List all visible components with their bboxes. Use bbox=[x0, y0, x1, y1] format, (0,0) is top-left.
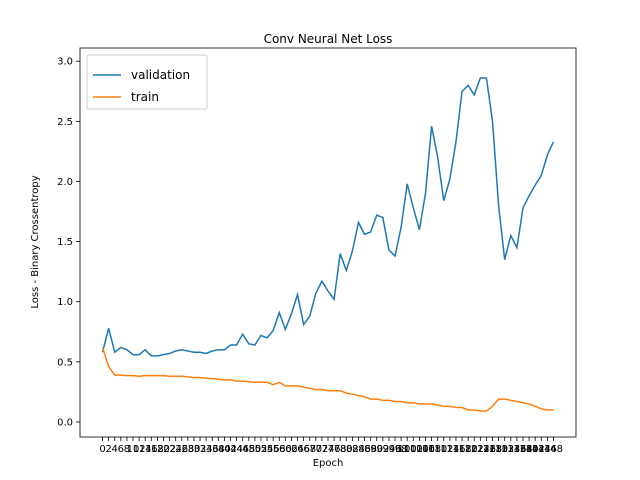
x-tick-label: 104 bbox=[410, 444, 429, 455]
x-tick-label: 116 bbox=[446, 444, 465, 455]
x-tick-label: 100 bbox=[398, 444, 417, 455]
x-tick-label: 64 bbox=[291, 444, 304, 455]
x-tick-label: 80 bbox=[340, 444, 353, 455]
x-tick-label: 92 bbox=[376, 444, 389, 455]
x-tick-label: 140 bbox=[520, 444, 539, 455]
x-tick-label: 0 bbox=[99, 444, 105, 455]
y-tick-label: 3.0 bbox=[57, 57, 73, 68]
line-series bbox=[101, 347, 554, 412]
x-tick-label: 148 bbox=[544, 444, 563, 455]
x-tick-label: 82 bbox=[346, 444, 359, 455]
x-tick-label: 22 bbox=[163, 444, 176, 455]
x-tick-label: 102 bbox=[404, 444, 423, 455]
y-tick-label: 0.5 bbox=[57, 357, 73, 368]
x-tick-label: 126 bbox=[477, 444, 496, 455]
x-tick-label: 144 bbox=[532, 444, 551, 455]
x-tick-label: 46 bbox=[236, 444, 249, 455]
x-tick-label: 84 bbox=[352, 444, 365, 455]
x-tick-label: 122 bbox=[465, 444, 484, 455]
x-tick-label: 54 bbox=[261, 444, 274, 455]
x-tick-label: 118 bbox=[453, 444, 472, 455]
x-tick-label: 42 bbox=[224, 444, 237, 455]
x-tick-label: 108 bbox=[422, 444, 441, 455]
x-tick-label: 98 bbox=[395, 444, 408, 455]
legend-box bbox=[86, 54, 208, 110]
y-axis-label: Loss - Binary Crossentropy bbox=[30, 175, 41, 308]
x-tick-label: 40 bbox=[218, 444, 231, 455]
x-tick-label: 24 bbox=[169, 444, 182, 455]
x-tick-label: 44 bbox=[230, 444, 243, 455]
legend-label: train bbox=[131, 90, 159, 104]
x-tick-label: 30 bbox=[188, 444, 201, 455]
x-tick-label: 130 bbox=[489, 444, 508, 455]
x-tick-label: 96 bbox=[389, 444, 402, 455]
x-tick-label: 142 bbox=[526, 444, 545, 455]
y-tick-label: 0.0 bbox=[57, 417, 73, 428]
x-tick-label: 10 bbox=[127, 444, 140, 455]
x-tick-label: 38 bbox=[212, 444, 225, 455]
x-tick-label: 60 bbox=[279, 444, 292, 455]
x-tick-label: 132 bbox=[495, 444, 514, 455]
x-tick-label: 124 bbox=[471, 444, 490, 455]
x-tick-label: 138 bbox=[513, 444, 532, 455]
x-tick-label: 20 bbox=[157, 444, 170, 455]
x-tick-label: 56 bbox=[267, 444, 280, 455]
x-tick-label: 8 bbox=[124, 444, 130, 455]
x-tick-label: 66 bbox=[297, 444, 310, 455]
x-tick-label: 94 bbox=[383, 444, 396, 455]
x-tick-label: 34 bbox=[200, 444, 213, 455]
x-tick-label: 18 bbox=[151, 444, 164, 455]
x-tick-label: 12 bbox=[133, 444, 146, 455]
x-tick-label: 48 bbox=[242, 444, 255, 455]
x-tick-label: 6 bbox=[118, 444, 124, 455]
x-tick-label: 106 bbox=[416, 444, 435, 455]
x-tick-label: 58 bbox=[273, 444, 286, 455]
y-tick-label: 1.5 bbox=[57, 237, 73, 248]
x-tick-label: 136 bbox=[507, 444, 526, 455]
x-tick-label: 110 bbox=[428, 444, 447, 455]
x-tick-label: 32 bbox=[194, 444, 207, 455]
x-tick-label: 16 bbox=[145, 444, 158, 455]
x-tick-label: 88 bbox=[364, 444, 377, 455]
x-tick-label: 70 bbox=[309, 444, 322, 455]
plot-frame bbox=[79, 47, 577, 438]
x-tick-label: 52 bbox=[255, 444, 268, 455]
x-tick-label: 4 bbox=[112, 444, 118, 455]
x-tick-label: 134 bbox=[501, 444, 520, 455]
x-tick-label: 114 bbox=[440, 444, 459, 455]
x-axis-label: Epoch bbox=[313, 458, 344, 469]
x-tick-label: 68 bbox=[303, 444, 316, 455]
x-tick-label: 74 bbox=[322, 444, 335, 455]
x-tick-label: 78 bbox=[334, 444, 347, 455]
y-tick-label: 2.5 bbox=[57, 117, 73, 128]
x-tick-label: 86 bbox=[358, 444, 371, 455]
x-tick-label: 120 bbox=[459, 444, 478, 455]
x-tick-label: 14 bbox=[139, 444, 152, 455]
x-tick-label: 50 bbox=[249, 444, 262, 455]
chart-title: Conv Neural Net Loss bbox=[264, 32, 393, 46]
x-tick-label: 2 bbox=[105, 444, 111, 455]
x-tick-label: 26 bbox=[175, 444, 188, 455]
x-tick-label: 28 bbox=[181, 444, 194, 455]
x-tick-label: 128 bbox=[483, 444, 502, 455]
y-tick-label: 2.0 bbox=[57, 177, 73, 188]
x-tick-label: 76 bbox=[328, 444, 341, 455]
x-tick-label: 72 bbox=[316, 444, 329, 455]
y-tick-label: 1.0 bbox=[57, 297, 73, 308]
line-series bbox=[101, 77, 555, 357]
legend-label: validation bbox=[131, 68, 190, 82]
x-tick-label: 146 bbox=[538, 444, 557, 455]
x-tick-label: 36 bbox=[206, 444, 219, 455]
x-tick-label: 62 bbox=[285, 444, 298, 455]
x-tick-label: 112 bbox=[434, 444, 453, 455]
x-tick-label: 90 bbox=[370, 444, 383, 455]
